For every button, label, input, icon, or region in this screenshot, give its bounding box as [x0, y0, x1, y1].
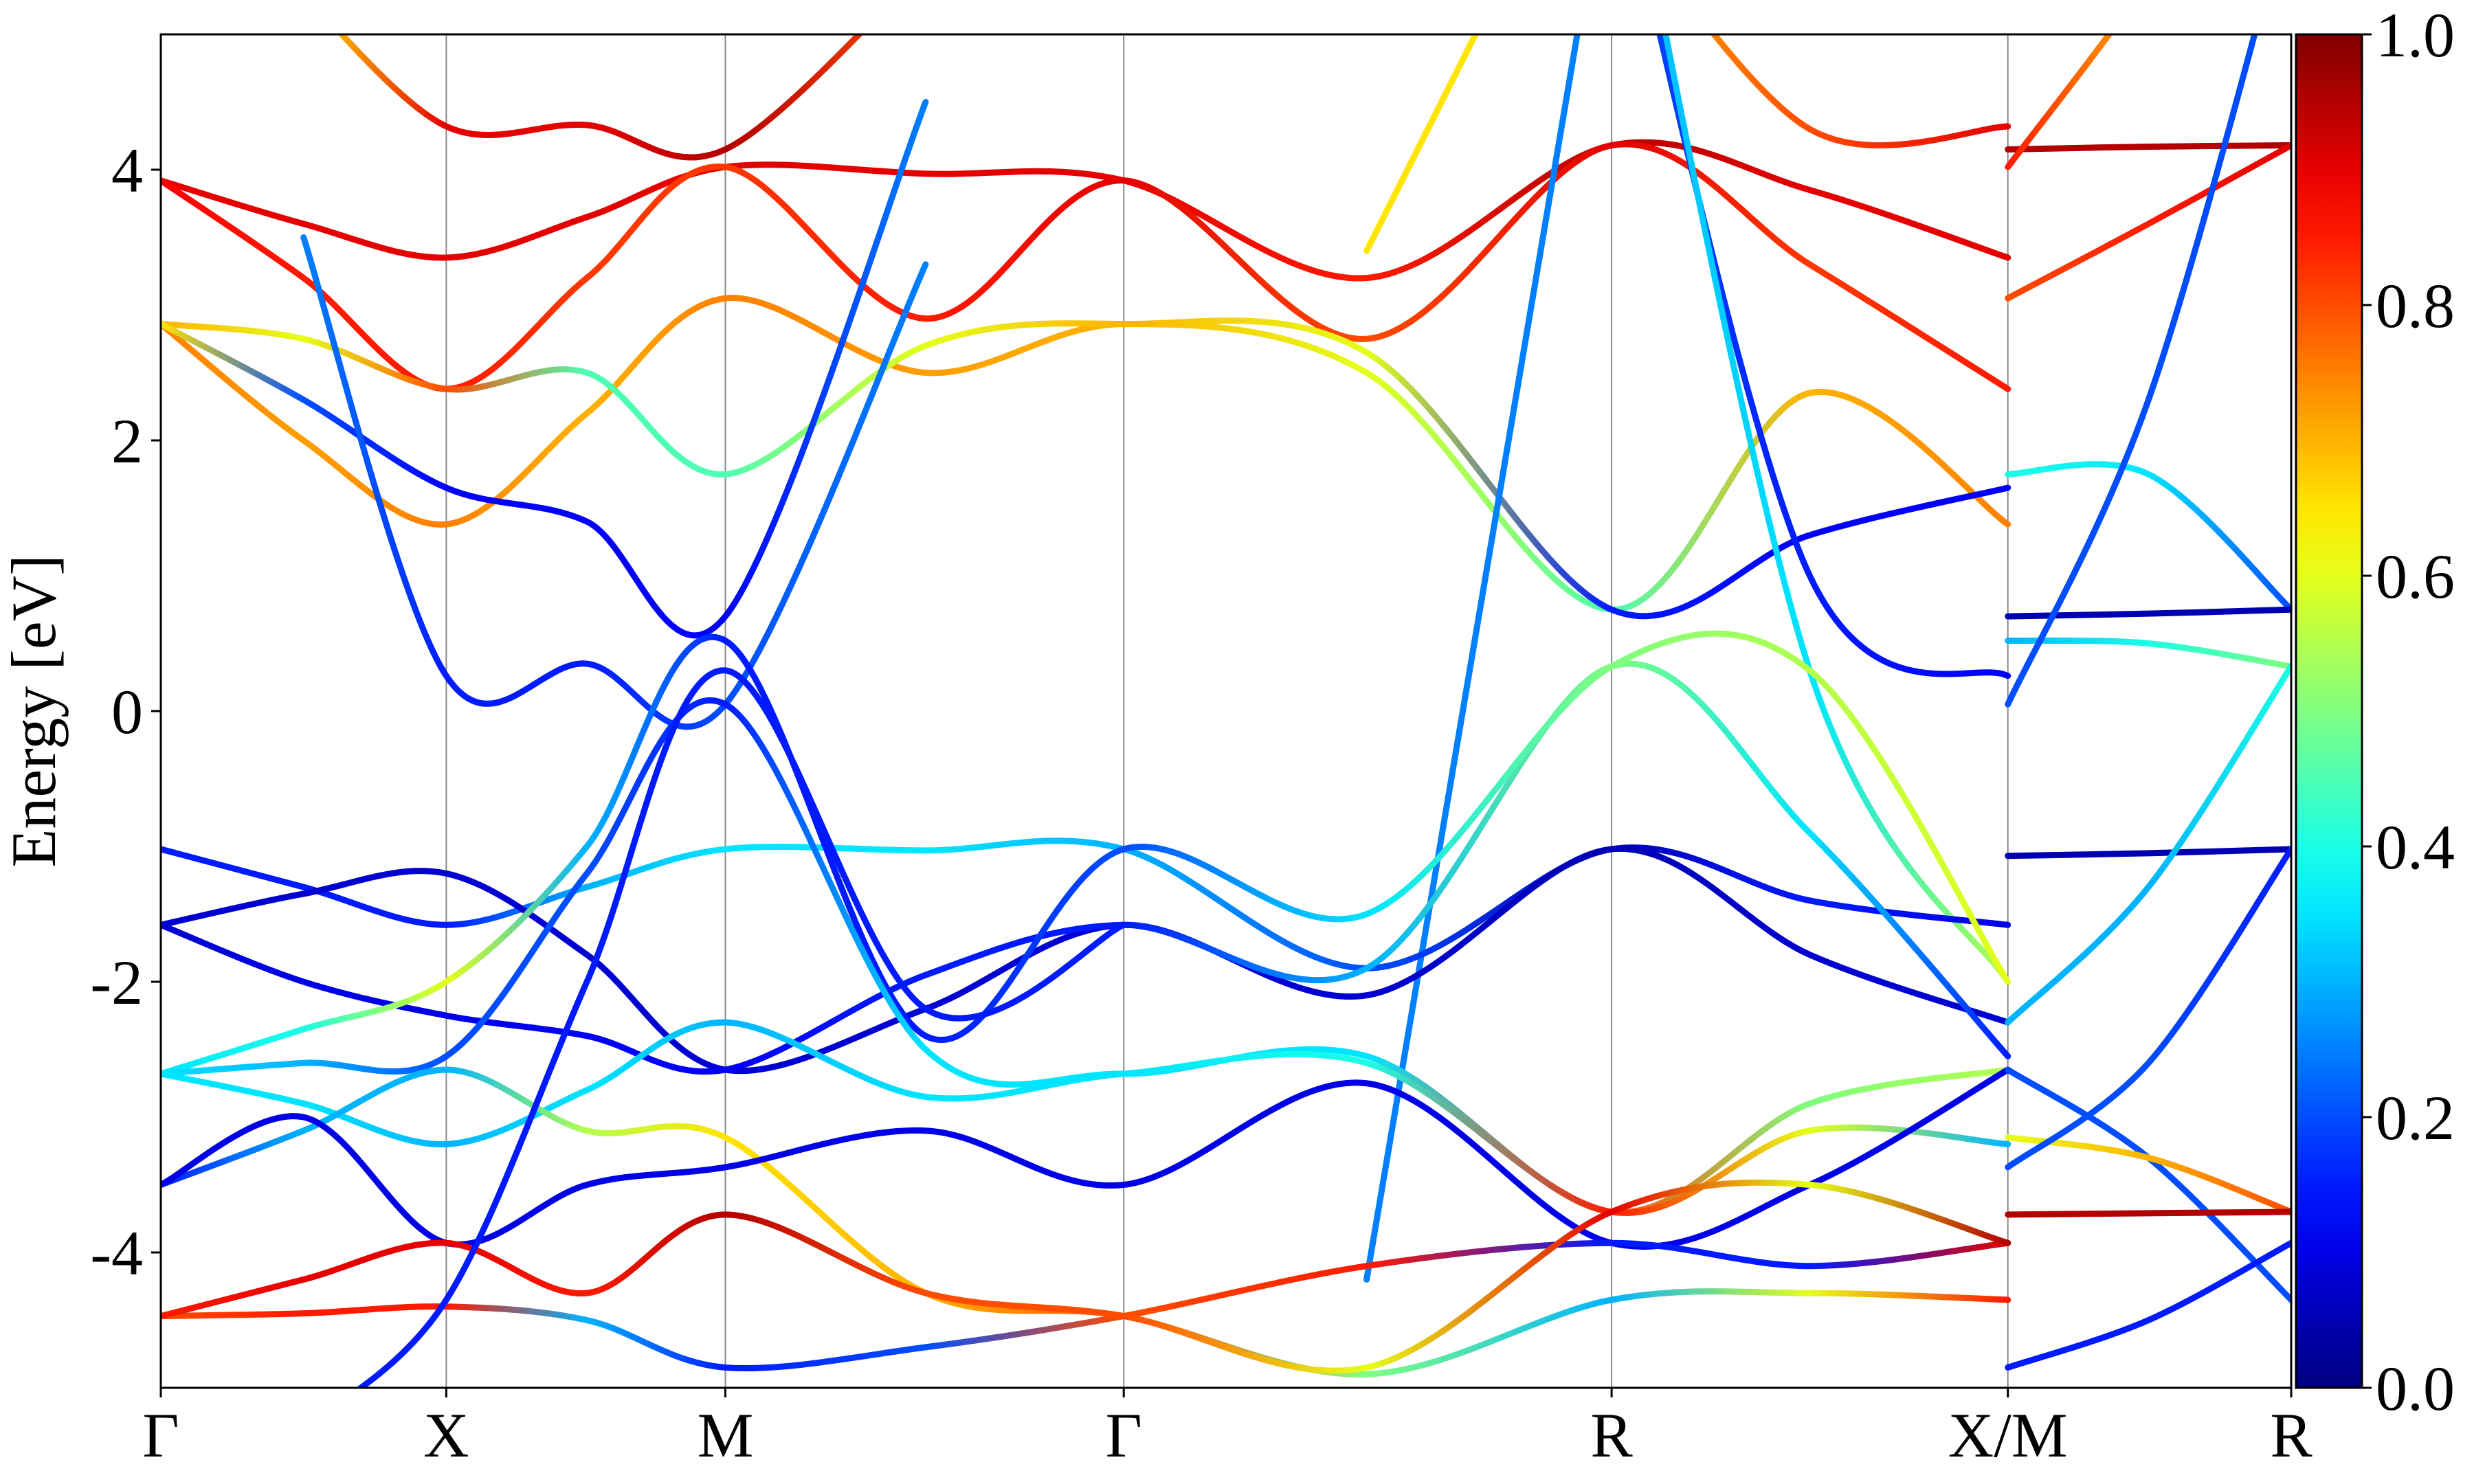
band — [2005, 461, 2291, 613]
band — [2005, 142, 2291, 302]
band — [161, 697, 2011, 1216]
x-tick-label: X/M — [1948, 1400, 2068, 1470]
band — [1710, 34, 2011, 149]
band — [337, 34, 864, 161]
x-tick-label: X — [423, 1400, 469, 1470]
y-tick-label: 4 — [111, 135, 143, 205]
band — [2005, 846, 2291, 1171]
band — [355, 667, 1127, 1388]
band — [161, 630, 2011, 1077]
band — [161, 837, 2011, 971]
x-tick-label: Γ — [142, 1400, 179, 1470]
bands — [161, 34, 2291, 1388]
y-tick-label: 2 — [111, 406, 143, 476]
x-tick-label: R — [2270, 1400, 2313, 1470]
band — [2005, 1208, 2291, 1218]
x-tick-label: R — [1590, 1400, 1633, 1470]
band — [161, 1239, 2011, 1372]
y-tick-label: -4 — [90, 1218, 143, 1288]
plot-frame — [159, 33, 2293, 1389]
band — [1363, 34, 1581, 1283]
band — [161, 317, 2011, 620]
y-tick-label: 0 — [111, 677, 143, 747]
band — [2005, 606, 2291, 620]
y-tick-label: -2 — [90, 947, 143, 1018]
band — [2005, 34, 2113, 170]
band — [2005, 637, 2291, 670]
colorbar-tick-label: 0.0 — [2376, 1353, 2455, 1424]
band — [161, 1179, 2011, 1374]
band — [300, 234, 929, 730]
x-tick-label: M — [698, 1400, 754, 1470]
band — [161, 1066, 2011, 1250]
colorbar-tick-label: 0.6 — [2376, 541, 2455, 611]
band — [161, 660, 2011, 1075]
y-axis-label: Energy [eV] — [0, 554, 69, 868]
colorbar — [2295, 33, 2363, 1389]
band — [2005, 34, 2258, 708]
band — [161, 139, 2011, 282]
band — [2005, 846, 2291, 859]
colorbar-tick-label: 0.4 — [2376, 812, 2455, 882]
band — [2005, 663, 2291, 1026]
band — [161, 99, 929, 639]
band — [161, 295, 2011, 613]
band — [161, 1019, 2011, 1216]
band — [1656, 34, 2011, 679]
band — [1363, 34, 1480, 254]
band — [161, 845, 2011, 1075]
band — [1662, 34, 2011, 985]
colorbar-tick-label: 0.8 — [2376, 271, 2455, 341]
band — [2005, 1134, 2291, 1215]
band — [2005, 142, 2291, 153]
band — [161, 1066, 2011, 1378]
band — [2005, 1239, 2291, 1371]
colorbar-tick-label: 1.0 — [2376, 0, 2455, 70]
colorbar-tick-label: 0.2 — [2376, 1083, 2455, 1153]
x-tick-label: Γ — [1106, 1400, 1142, 1470]
